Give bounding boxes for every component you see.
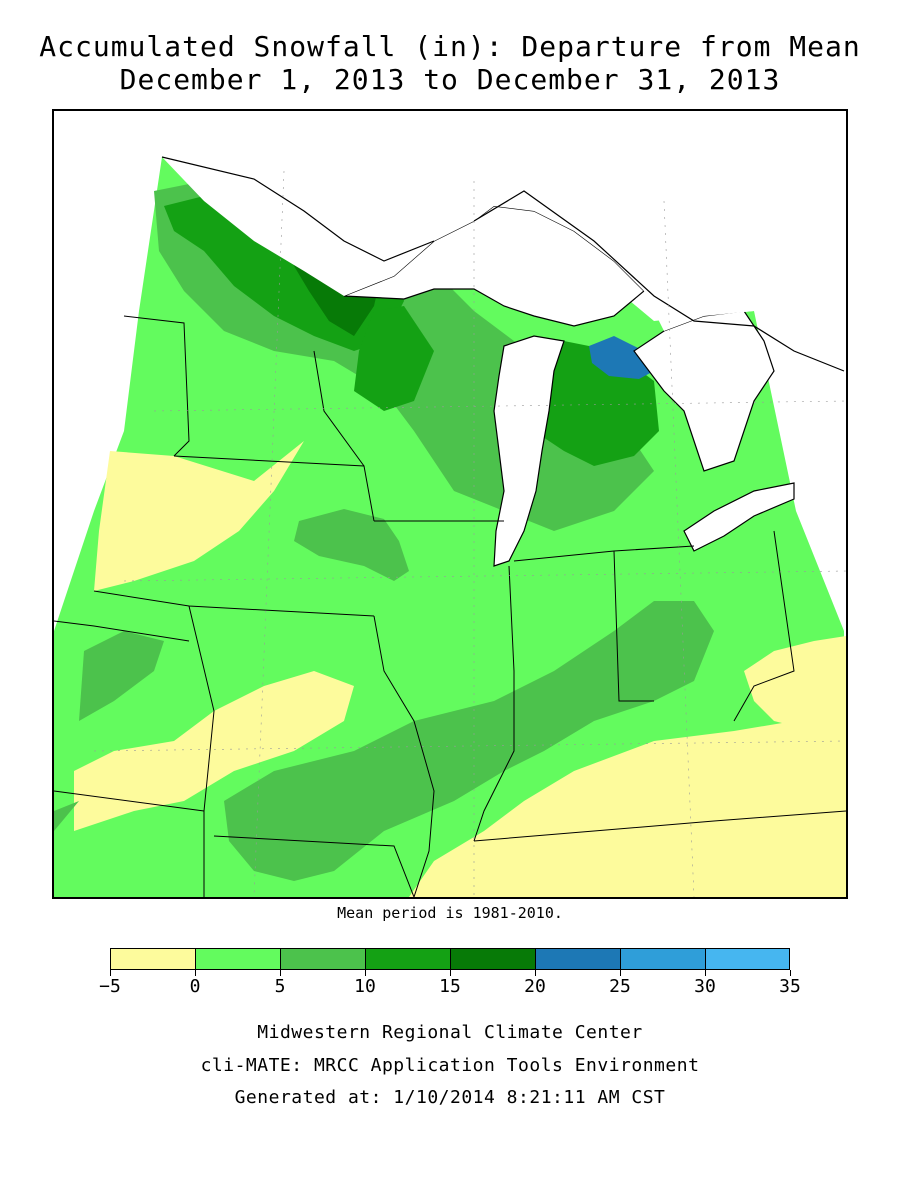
legend-tick (705, 970, 706, 976)
region-5-10-iowa (294, 509, 409, 581)
map-title-line-2: December 1, 2013 to December 31, 2013 (119, 63, 781, 96)
legend-tick-label: 20 (524, 976, 546, 997)
canada-area (162, 111, 846, 341)
legend-tick-label: 0 (189, 976, 201, 997)
legend-tick (365, 970, 366, 976)
intl-border (161, 156, 845, 372)
lake-michigan (493, 335, 565, 567)
lake-erie (683, 482, 795, 552)
map-canvas (54, 111, 846, 897)
snowfall-departure-map (52, 109, 848, 899)
region-neg5-0-west (94, 441, 304, 591)
region-neg5-0-east (744, 636, 846, 731)
state-borders (54, 315, 846, 897)
legend-tick-label: −5 (99, 976, 121, 997)
legend-tick-label: 5 (274, 976, 286, 997)
mean-period-note: Mean period is 1981-2010. (337, 904, 563, 922)
footer-org: Midwestern Regional Climate Center (257, 1022, 643, 1043)
legend-tick (790, 970, 791, 976)
legend-tick (110, 970, 111, 976)
legend-tick (195, 970, 196, 976)
legend-swatch (280, 948, 365, 970)
legend-tick-label: 25 (609, 976, 631, 997)
region-neg5-0-south (409, 711, 846, 897)
legend-tick (450, 970, 451, 976)
region-neg5-0-southwest (74, 671, 354, 831)
legend-tick (280, 970, 281, 976)
footer-app: cli-MATE: MRCC Application Tools Environ… (200, 1055, 700, 1076)
region-20-25-upper-mi (589, 336, 654, 379)
region-5-10-southwest-edge (54, 801, 79, 831)
legend-swatch (195, 948, 280, 970)
legend-tick-label: 30 (694, 976, 716, 997)
legend-swatch (705, 948, 790, 970)
legend-tick-label: 15 (439, 976, 461, 997)
region-5-10-southband (224, 601, 714, 881)
legend-swatch (110, 948, 195, 970)
region-5-10-west (79, 631, 164, 721)
legend-swatch (450, 948, 535, 970)
legend-tick (620, 970, 621, 976)
footer-generated: Generated at: 1/10/2014 8:21:11 AM CST (234, 1087, 666, 1108)
legend-swatch (620, 948, 705, 970)
color-legend (110, 948, 790, 972)
graticule (93, 170, 846, 897)
legend-swatch (365, 948, 450, 970)
region-10-15-wi (354, 306, 434, 411)
map-title-line-1: Accumulated Snowfall (in): Departure fro… (39, 30, 861, 63)
legend-tick (535, 970, 536, 976)
legend-swatch (535, 948, 620, 970)
legend-tick-label: 10 (354, 976, 376, 997)
legend-tick-label: 35 (779, 976, 801, 997)
